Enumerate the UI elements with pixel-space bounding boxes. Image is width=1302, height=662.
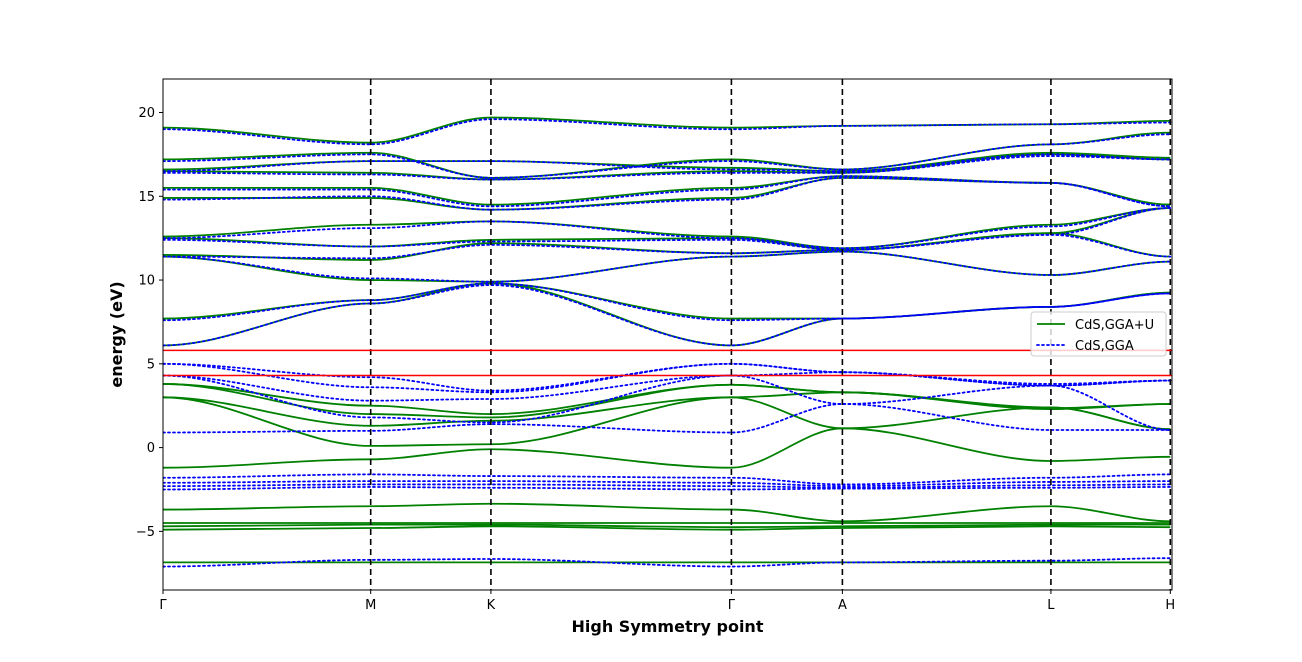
x-tick-label: K bbox=[487, 598, 496, 613]
band-line bbox=[163, 207, 1172, 251]
band-line bbox=[163, 207, 1171, 251]
band-line bbox=[163, 282, 1171, 347]
band-line bbox=[163, 155, 1172, 181]
band-line bbox=[163, 362, 1172, 394]
band-line bbox=[163, 483, 1172, 489]
x-tick-label: Γ bbox=[159, 598, 167, 613]
band-line bbox=[163, 396, 1171, 447]
legend-label-gga: CdS,GGA bbox=[1075, 339, 1134, 354]
band-line bbox=[163, 232, 1171, 261]
band-line bbox=[163, 362, 1172, 392]
band-line bbox=[163, 250, 1171, 283]
reference-lines bbox=[163, 349, 1172, 377]
band-line bbox=[163, 502, 1171, 523]
band-line bbox=[163, 153, 1171, 181]
legend-label-gga-u: CdS,GGA+U bbox=[1075, 318, 1154, 333]
band-line bbox=[163, 176, 1172, 211]
y-tick-label: 15 bbox=[138, 190, 155, 205]
band-line bbox=[163, 383, 1171, 415]
band-line bbox=[163, 403, 1172, 434]
legend: CdS,GGA+U CdS,GGA bbox=[1030, 311, 1167, 357]
band-line bbox=[163, 250, 1172, 283]
band-line bbox=[163, 175, 1172, 208]
y-tick-label: −5 bbox=[136, 525, 155, 540]
band-line bbox=[163, 116, 1171, 144]
band-line bbox=[163, 473, 1172, 486]
band-line bbox=[163, 282, 1171, 320]
bands-layer bbox=[163, 116, 1172, 568]
y-tick-label: 0 bbox=[147, 441, 155, 456]
y-axis-ticks: −5 0 5 10 15 20 bbox=[136, 106, 163, 540]
band-line bbox=[163, 282, 1172, 322]
y-axis-label: energy (eV) bbox=[107, 281, 126, 387]
band-line bbox=[163, 523, 1171, 529]
x-tick-label: Γ bbox=[728, 598, 736, 613]
band-line bbox=[163, 118, 1172, 146]
band-line bbox=[163, 133, 1172, 179]
band-line bbox=[163, 486, 1172, 491]
y-tick-label: 5 bbox=[147, 357, 155, 372]
band-line bbox=[163, 207, 1171, 250]
x-axis-label: High Symmetry point bbox=[572, 617, 764, 636]
x-tick-label: M bbox=[365, 598, 376, 613]
series-gga bbox=[163, 118, 1172, 568]
band-line bbox=[163, 284, 1172, 347]
band-line bbox=[163, 427, 1171, 469]
series-gga-u bbox=[163, 116, 1171, 564]
high-symmetry-lines bbox=[369, 79, 1172, 590]
band-line bbox=[163, 525, 1171, 531]
band-line bbox=[163, 207, 1172, 250]
x-tick-label: A bbox=[838, 598, 847, 613]
y-tick-label: 20 bbox=[138, 106, 155, 121]
x-tick-label: L bbox=[1047, 598, 1055, 613]
band-line bbox=[163, 557, 1172, 568]
x-tick-label: H bbox=[1165, 598, 1175, 613]
y-tick-label: 10 bbox=[138, 274, 155, 289]
plot-frame bbox=[162, 78, 1173, 591]
band-line bbox=[163, 480, 1172, 488]
band-line bbox=[163, 153, 1172, 173]
